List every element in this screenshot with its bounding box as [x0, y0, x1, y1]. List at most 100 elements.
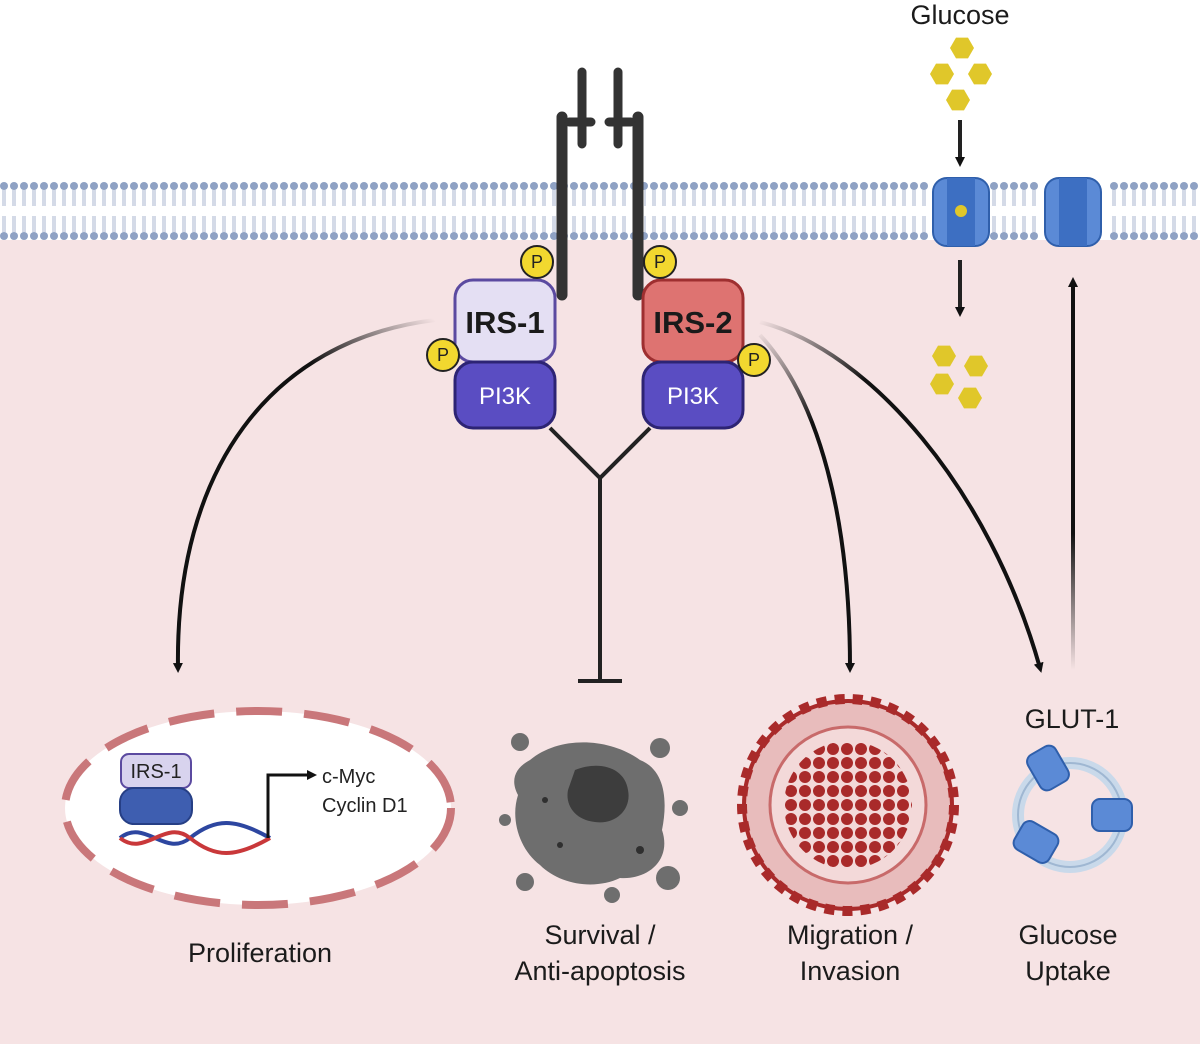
- pi3k-right-label: PI3K: [667, 383, 719, 410]
- lipid-head: [890, 182, 898, 190]
- lipid-head: [1010, 232, 1018, 240]
- lipid-tail: [662, 190, 666, 232]
- arrow-to-glucose-uptake: [759, 320, 1044, 673]
- lipid-head: [700, 232, 708, 240]
- glut1-label: GLUT-1: [1025, 704, 1120, 734]
- lipid-head: [860, 182, 868, 190]
- lipid-tail: [502, 190, 506, 232]
- lipid-head: [990, 232, 998, 240]
- lipid-head: [370, 182, 378, 190]
- lipid-head: [1150, 232, 1158, 240]
- lipid-tail: [392, 190, 396, 232]
- lipid-tail: [1172, 190, 1176, 232]
- lipid-head: [350, 232, 358, 240]
- survival-cell-icon: [499, 733, 688, 903]
- lipid-tail: [232, 190, 236, 232]
- lipid-head: [840, 182, 848, 190]
- pi3k-left-label: PI3K: [479, 383, 531, 410]
- lipid-head: [320, 232, 328, 240]
- arrow-to-migration: [758, 333, 855, 673]
- lipid-head: [710, 182, 718, 190]
- lipid-head: [870, 182, 878, 190]
- lipid-tail: [2, 190, 6, 232]
- lipid-head: [1000, 232, 1008, 240]
- lipid-head: [540, 182, 548, 190]
- phospho-label: P: [654, 252, 666, 272]
- phospho-circle: [520, 245, 554, 279]
- lipid-head: [750, 232, 758, 240]
- survival-label-line2: Anti-apoptosis: [514, 956, 685, 986]
- lipid-head: [1130, 182, 1138, 190]
- phospho-circle: [737, 343, 771, 377]
- lipid-head: [500, 182, 508, 190]
- lipid-tail: [52, 190, 56, 232]
- lipid-tail: [1142, 190, 1146, 232]
- lipid-tail: [612, 190, 616, 232]
- lipid-tail: [592, 190, 596, 232]
- lipid-tail: [772, 190, 776, 232]
- lipid-head: [830, 182, 838, 190]
- lipid-tail: [1152, 190, 1156, 232]
- lipid-head: [1180, 182, 1188, 190]
- lipid-head: [410, 232, 418, 240]
- lipid-tail: [1132, 190, 1136, 232]
- lipid-head: [1020, 232, 1028, 240]
- lipid-head: [220, 232, 228, 240]
- lipid-head: [400, 232, 408, 240]
- lipid-tail: [292, 190, 296, 232]
- lipid-head: [910, 182, 918, 190]
- lipid-tail: [1192, 190, 1196, 232]
- lipid-head: [170, 182, 178, 190]
- lipid-tail: [622, 190, 626, 232]
- lipid-head: [910, 232, 918, 240]
- lipid-tail: [792, 190, 796, 232]
- lipid-head: [300, 232, 308, 240]
- lipid-head: [110, 182, 118, 190]
- glucose-molecule: [946, 89, 970, 111]
- lipid-tail: [102, 190, 106, 232]
- lipid-head: [390, 182, 398, 190]
- lipid-tail: [1002, 190, 1006, 232]
- lipid-head: [570, 182, 578, 190]
- lipid-head: [100, 232, 108, 240]
- lipid-tail: [92, 190, 96, 232]
- lipid-head: [300, 182, 308, 190]
- lipid-head: [790, 182, 798, 190]
- lipid-head: [580, 232, 588, 240]
- lipid-head: [500, 232, 508, 240]
- lipid-head: [1190, 182, 1198, 190]
- lipid-head: [190, 182, 198, 190]
- proliferation-label: Proliferation: [188, 938, 332, 968]
- lipid-tail: [832, 190, 836, 232]
- lipid-head: [400, 182, 408, 190]
- lipid-head: [920, 182, 928, 190]
- lipid-tail: [712, 190, 716, 232]
- lipid-head: [230, 232, 238, 240]
- lipid-head: [250, 182, 258, 190]
- lipid-head: [670, 182, 678, 190]
- lipid-head: [250, 232, 258, 240]
- lipid-head: [140, 182, 148, 190]
- lipid-head: [220, 182, 228, 190]
- lipid-tail: [1182, 190, 1186, 232]
- lipid-head: [680, 232, 688, 240]
- lipid-head: [750, 182, 758, 190]
- glucose-molecules-outside: [930, 37, 992, 111]
- lipid-head: [760, 232, 768, 240]
- lipid-head: [180, 232, 188, 240]
- lipid-head: [10, 232, 18, 240]
- glucose-molecule: [964, 355, 988, 377]
- lipid-head: [260, 232, 268, 240]
- lipid-tail: [572, 190, 576, 232]
- nucleus-irs1-label: IRS-1: [130, 761, 181, 783]
- lipid-head: [50, 232, 58, 240]
- lipid-head: [660, 232, 668, 240]
- lipid-head: [1140, 232, 1148, 240]
- glucose-molecules-inside: [930, 345, 988, 409]
- lipid-tail: [472, 190, 476, 232]
- lipid-tail: [922, 190, 926, 232]
- dna-strand: [118, 830, 271, 855]
- lipid-tail: [122, 190, 126, 232]
- lipid-tail: [342, 190, 346, 232]
